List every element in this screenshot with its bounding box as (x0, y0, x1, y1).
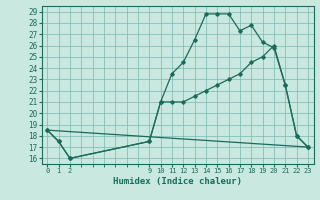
X-axis label: Humidex (Indice chaleur): Humidex (Indice chaleur) (113, 177, 242, 186)
